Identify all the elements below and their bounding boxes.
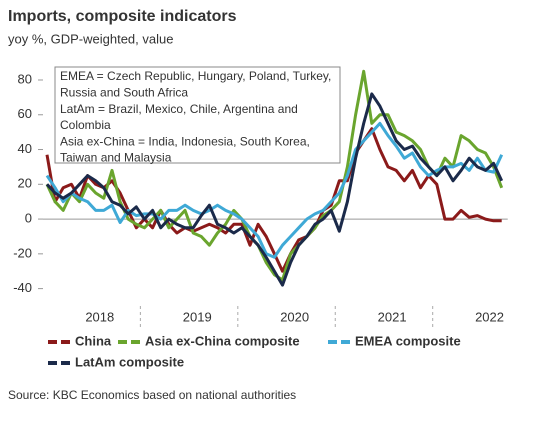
x-tick-label: 2022 (475, 309, 504, 324)
y-tick-label: -40 (13, 280, 32, 295)
x-tick-label: 2021 (378, 309, 407, 324)
legend-label: LatAm composite (75, 354, 184, 369)
chart-subtitle: yoy %, GDP-weighted, value (8, 31, 173, 46)
annotation-line: LatAm = Brazil, Mexico, Chile, Argentina… (60, 102, 298, 116)
series-line (45, 92, 504, 287)
annotation-line: Russia and South Africa (60, 85, 188, 99)
y-tick-label: 40 (18, 141, 32, 156)
y-tick-label: 0 (25, 211, 32, 226)
chart-title: Imports, composite indicators (8, 8, 237, 25)
source: Source: KBC Economics based on national … (8, 388, 296, 402)
y-tick-label: -20 (13, 245, 32, 260)
legend-label: Asia ex-China composite (145, 333, 300, 348)
y-tick-label: 80 (18, 71, 32, 86)
y-tick-label: 60 (18, 106, 32, 121)
legend-label: EMEA composite (355, 333, 461, 348)
x-tick-label: 2019 (183, 309, 212, 324)
x-tick-label: 2018 (85, 309, 114, 324)
y-tick-label: 20 (18, 176, 32, 191)
annotation-line: Asia ex-China = India, Indonesia, South … (60, 134, 310, 148)
legend-label: China (75, 333, 112, 348)
series-line (45, 121, 504, 259)
x-tick-label: 2020 (280, 309, 309, 324)
annotation-line: Colombia (60, 118, 111, 132)
annotation-line: EMEA = Czech Republic, Hungary, Poland, … (60, 69, 331, 83)
series-line (45, 127, 502, 273)
annotation-line: Taiwan and Malaysia (60, 151, 172, 165)
annotation-box (54, 66, 341, 164)
